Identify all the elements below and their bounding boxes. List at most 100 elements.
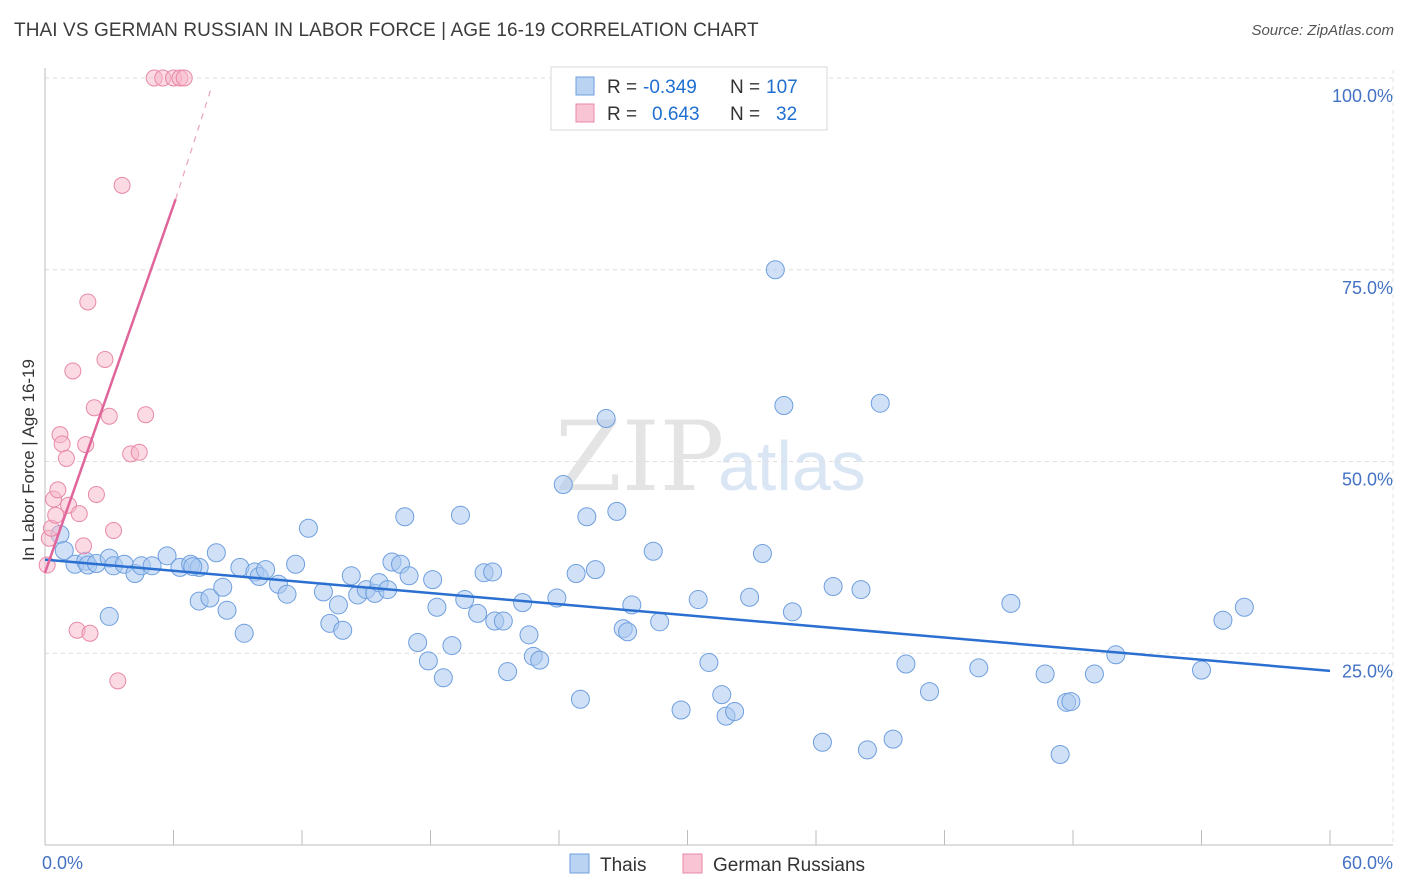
- german-russians-point: [70, 505, 88, 523]
- legend-n-label-german-russians: N =: [730, 104, 760, 125]
- legend-r-value-thais: -0.349: [643, 77, 697, 98]
- y-tick-label: 25.0%: [1342, 661, 1393, 681]
- y-tick-label: 75.0%: [1342, 278, 1393, 298]
- thais-point: [286, 554, 306, 574]
- german-russians-point: [109, 672, 127, 690]
- thais-point: [483, 562, 503, 582]
- thais-point: [213, 577, 233, 597]
- thais-point: [851, 580, 871, 600]
- thais-point: [857, 740, 877, 760]
- thais-point: [765, 260, 785, 280]
- thais-point: [566, 563, 586, 583]
- thais-point: [328, 595, 348, 615]
- german-russians-point: [57, 449, 75, 467]
- thais-point: [54, 540, 74, 560]
- bottom-legend-swatch-german-russians: [682, 853, 703, 874]
- watermark-atlas: atlas: [718, 427, 866, 505]
- series-german-russians: [38, 69, 193, 690]
- thais-point: [1001, 593, 1021, 613]
- thais-point: [618, 622, 638, 642]
- thais-point: [200, 588, 220, 608]
- thais-point: [596, 409, 616, 429]
- series-thais: [50, 260, 1254, 764]
- german-russians-point: [75, 537, 93, 555]
- thais-point: [450, 505, 470, 525]
- bottom-legend-swatch-thais: [569, 853, 590, 874]
- thais-point: [313, 582, 333, 602]
- thais-point: [883, 729, 903, 749]
- bottom-legend-label-german-russians: German Russians: [713, 855, 865, 876]
- thais-point: [1213, 610, 1233, 630]
- legend-r-label-thais: R =: [607, 77, 637, 98]
- german-russians-point: [137, 406, 155, 424]
- thais-point: [256, 560, 276, 580]
- thais-point: [688, 590, 708, 610]
- german-russians-point: [79, 293, 97, 311]
- thais-point: [712, 685, 732, 705]
- thais-point: [468, 603, 488, 623]
- thais-point: [234, 623, 254, 643]
- thais-point: [493, 611, 513, 631]
- german-russians-trend-line: [43, 198, 177, 574]
- y-tick-label: 100.0%: [1332, 86, 1393, 106]
- thais-point: [206, 543, 226, 563]
- source-credit: Source: ZipAtlas.com: [1251, 22, 1394, 39]
- thais-point: [1084, 664, 1104, 684]
- trend-lines: [43, 85, 1331, 673]
- thais-point: [752, 544, 772, 564]
- watermark-zip: ZIP: [555, 401, 724, 513]
- thais-point: [643, 541, 663, 561]
- legend-r-label-german-russians: R =: [607, 104, 637, 125]
- stats-legend: R = -0.349 N = 107 R = 0.643 N = 32: [550, 66, 828, 131]
- thais-point: [277, 584, 297, 604]
- german-russians-point: [130, 443, 148, 461]
- thais-trend-line: [44, 558, 1331, 673]
- thais-point: [969, 658, 989, 678]
- tick-labels: 100.0% 75.0% 50.0% 25.0% 0.0% 60.0%: [42, 86, 1393, 873]
- thais-point: [570, 689, 590, 709]
- chart-title: THAI VS GERMAN RUSSIAN IN LABOR FORCE | …: [14, 20, 759, 41]
- german-russians-point: [175, 69, 193, 87]
- thais-point: [585, 560, 605, 580]
- german-russians-point: [81, 624, 99, 642]
- thais-point: [217, 600, 237, 620]
- thais-point: [812, 732, 832, 752]
- y-tick-label: 50.0%: [1342, 470, 1393, 490]
- thais-point: [1234, 597, 1254, 617]
- watermark: ZIP atlas: [555, 401, 866, 513]
- thais-point: [395, 507, 415, 527]
- thais-point: [530, 650, 550, 670]
- thais-point: [399, 566, 419, 586]
- thais-point: [423, 570, 443, 590]
- thais-point: [455, 590, 475, 610]
- german-russians-point: [53, 435, 71, 453]
- thais-point: [157, 546, 177, 566]
- thais-point: [920, 682, 940, 702]
- thais-point: [774, 396, 794, 416]
- german-russians-point: [47, 506, 65, 524]
- german-russians-trend-extension: [175, 85, 213, 200]
- legend-n-value-german-russians: 32: [776, 104, 797, 125]
- thais-point: [1050, 744, 1070, 764]
- german-russians-point: [105, 522, 123, 540]
- thais-point: [1061, 692, 1081, 712]
- thais-point: [1192, 660, 1211, 680]
- thais-point: [896, 654, 916, 674]
- thais-point: [577, 507, 597, 527]
- german-russians-point: [100, 407, 118, 425]
- thais-point: [408, 633, 428, 653]
- thais-point: [1106, 645, 1126, 665]
- thais-point: [671, 700, 691, 720]
- thais-point: [427, 597, 447, 617]
- thais-point: [725, 702, 745, 722]
- thais-point: [870, 393, 890, 413]
- legend-n-value-thais: 107: [766, 77, 798, 98]
- german-russians-point: [64, 362, 82, 380]
- legend-swatch-german-russians: [575, 103, 595, 123]
- german-russians-point: [96, 350, 114, 368]
- thais-point: [498, 662, 518, 682]
- german-russians-point: [49, 481, 67, 499]
- legend-swatch-thais: [575, 76, 595, 96]
- thais-point: [519, 625, 539, 645]
